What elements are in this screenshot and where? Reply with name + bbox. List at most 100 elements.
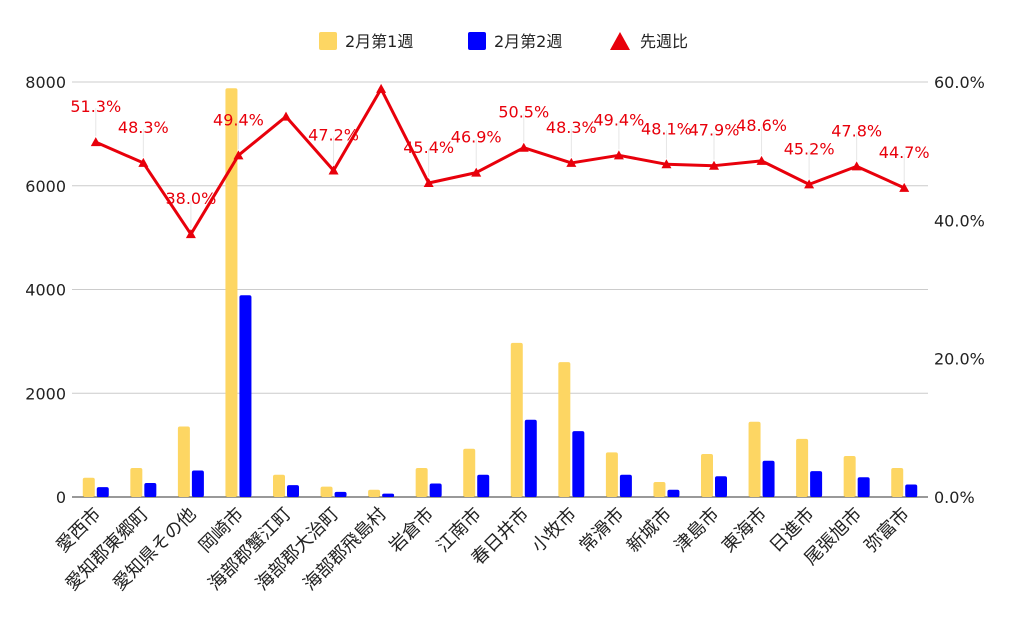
ratio-point <box>233 150 244 160</box>
ratio-point <box>471 167 482 177</box>
ratio-data-label: 47.2% <box>308 126 359 145</box>
x-tick-label: 津島市 <box>671 504 724 557</box>
legend-swatch-week2 <box>468 32 486 50</box>
gridlines <box>72 81 928 498</box>
ratio-point <box>518 142 529 152</box>
bar-week2 <box>619 474 632 497</box>
ratio-data-label: 46.9% <box>451 128 502 147</box>
legend-swatch-week1 <box>319 32 337 50</box>
bar-week2 <box>572 431 585 497</box>
line-marks: 51.3% 48.3% 38.0% 49.4% 47.2% 45.4%46.9% 50.5%… <box>70 83 930 239</box>
bar-week2 <box>524 419 537 497</box>
bar-week2 <box>191 470 204 497</box>
legend-label-week2: 2月第2週 <box>494 32 562 51</box>
ratio-point <box>709 160 719 170</box>
bar-week2 <box>96 487 109 497</box>
ratio-point <box>138 157 149 167</box>
bar-week1 <box>510 342 523 497</box>
bar-week2 <box>429 483 442 497</box>
ratio-data-label: 50.5% <box>498 103 549 122</box>
bar-week2 <box>287 485 299 497</box>
x-tick-label: 海部郡飛島村 <box>299 504 390 595</box>
ratio-data-label: 49.4% <box>213 110 264 129</box>
bar-week1 <box>225 88 238 497</box>
bar-week2 <box>667 489 680 497</box>
y-right-tick-label: 0.0% <box>934 488 975 507</box>
x-tick-label: 岩倉市 <box>385 504 438 557</box>
y-right-tick-label: 60.0% <box>934 73 985 92</box>
bar-week2 <box>334 491 347 497</box>
legend: 2月第1週 2月第2週 先週比 <box>319 32 688 51</box>
ratio-data-label: 47.9% <box>689 121 740 140</box>
bar-week1 <box>605 452 618 497</box>
bar-week1 <box>748 421 761 497</box>
bar-marks <box>82 88 918 497</box>
ratio-point <box>423 177 434 187</box>
ratio-point <box>851 161 862 171</box>
y-left-tick-label: 8000 <box>25 73 66 92</box>
ratio-point <box>185 229 196 239</box>
ratio-point <box>281 111 291 121</box>
y-right-tick-label: 20.0% <box>934 350 985 369</box>
bar-week1 <box>130 467 143 497</box>
ratio-data-label: 48.3% <box>546 118 597 137</box>
ratio-point <box>756 155 767 165</box>
ratio-point <box>376 83 387 93</box>
bar-week2 <box>810 471 823 497</box>
ratio-point <box>90 137 101 147</box>
ratio-point <box>661 159 672 169</box>
ratio-data-label: 47.8% <box>831 121 882 140</box>
bar-week1 <box>368 489 381 497</box>
bar-week1 <box>558 362 571 497</box>
ratio-point <box>899 182 910 192</box>
bar-week1 <box>891 467 904 497</box>
ratio-point <box>566 157 577 167</box>
ratio-data-label: 51.3% <box>70 97 121 116</box>
bar-week1 <box>320 486 333 497</box>
y-left-tick-label: 2000 <box>25 384 66 403</box>
ratio-point <box>613 150 624 160</box>
bar-week2 <box>239 295 252 497</box>
x-tick-label: 新城市 <box>623 504 676 557</box>
x-tick-label: 弥富市 <box>861 504 914 557</box>
ratio-point <box>328 165 339 175</box>
x-tick-label: 常滑市 <box>575 504 628 557</box>
bar-week1 <box>796 438 809 497</box>
ratio-data-label: 49.4% <box>593 110 644 129</box>
ratio-point <box>804 179 815 189</box>
legend-label-ratio: 先週比 <box>640 32 688 51</box>
ratio-data-label: 44.7% <box>879 143 930 162</box>
legend-label-week1: 2月第1週 <box>345 32 413 51</box>
bar-week1 <box>415 467 428 497</box>
y-left-tick-label: 6000 <box>25 177 66 196</box>
bar-week2 <box>382 493 395 497</box>
bar-week2 <box>144 482 157 497</box>
ratio-data-label: 48.1% <box>641 119 692 138</box>
bar-week2 <box>762 460 775 497</box>
bar-week1 <box>701 453 713 497</box>
bar-week1 <box>463 448 476 497</box>
bar-week2 <box>477 474 490 497</box>
y-left-tick-label: 0 <box>56 488 66 507</box>
bar-week2 <box>715 476 727 497</box>
ratio-data-label: 38.0% <box>165 189 216 208</box>
axis-labels: 020004000600080000.0%20.0%40.0%60.0%愛西市愛… <box>25 73 985 595</box>
y-left-tick-label: 4000 <box>25 281 66 300</box>
x-tick-label: 愛知県その他 <box>109 504 200 595</box>
bar-week2 <box>857 477 870 497</box>
x-tick-label: 東海市 <box>718 504 771 557</box>
y-right-tick-label: 40.0% <box>934 211 985 230</box>
x-tick-label: 小牧市 <box>528 504 581 557</box>
bar-week1 <box>177 426 190 497</box>
bar-week1 <box>273 474 285 497</box>
ratio-data-label: 45.4% <box>403 138 454 157</box>
bar-week1 <box>82 477 95 497</box>
ratio-data-label: 48.3% <box>118 118 169 137</box>
bar-week1 <box>843 456 856 497</box>
ratio-line <box>95 87 905 236</box>
bar-week1 <box>653 481 666 497</box>
legend-triangle-icon <box>610 32 630 50</box>
ratio-data-label: 48.6% <box>736 116 787 135</box>
ratio-data-label: 45.2% <box>784 139 835 158</box>
